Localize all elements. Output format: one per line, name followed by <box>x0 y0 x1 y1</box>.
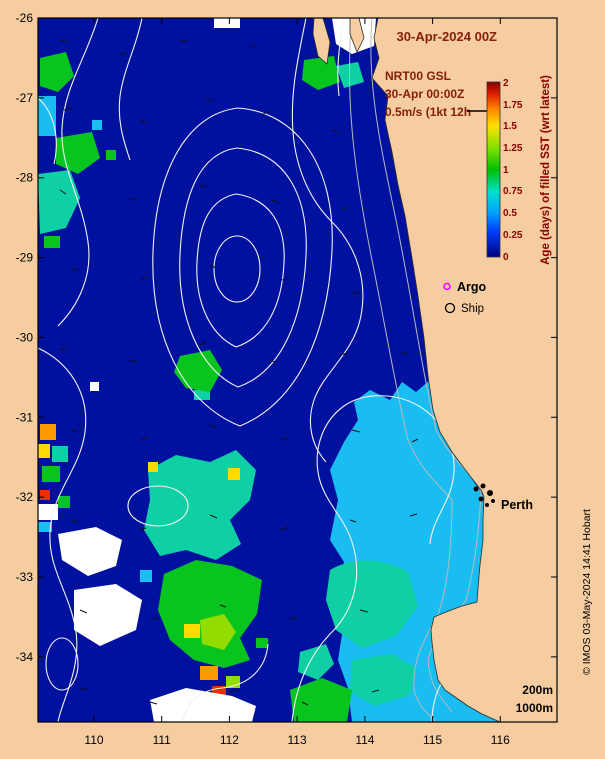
argo-legend-label: Argo <box>457 280 487 294</box>
colorbar-gradient <box>486 81 501 258</box>
land <box>312 18 557 722</box>
x-tick-label: 111 <box>153 733 172 747</box>
patch-group-age-1-green <box>40 52 352 722</box>
depth-label-1000m: 1000m <box>516 701 553 715</box>
map-plot <box>38 18 557 722</box>
x-axis-labels: 110 111 112 113 114 115 116 <box>84 733 510 747</box>
ship-observation-dots <box>473 483 495 507</box>
x-tick-label: 113 <box>288 733 307 747</box>
ship-marker-icon <box>444 302 456 314</box>
y-tick-label: -31 <box>16 410 34 424</box>
patch-group-age-1.5-yellow <box>38 444 240 638</box>
y-tick-label: -26 <box>16 11 34 25</box>
observation-legend: Argo Ship <box>443 280 487 315</box>
velocity-scale-label: 0.5m/s (1kt 12h <box>385 105 471 119</box>
colorbar-tick: 0.5 <box>503 208 517 219</box>
copyright-text: © IMOS 03-May-2024 14:41 Hobart <box>581 509 593 675</box>
model-time-label: 30-Apr 00:00Z <box>385 87 464 101</box>
y-tick-label: -32 <box>16 490 34 504</box>
y-tick-label: -30 <box>16 330 34 344</box>
patch-group-age-1.75-orange <box>40 424 218 680</box>
colorbar-tick: 1 <box>503 165 509 176</box>
perth-place-label: Perth <box>501 498 533 512</box>
x-tick-label: 114 <box>355 733 374 747</box>
model-legend: NRT00 GSL 30-Apr 00:00Z 0.5m/s (1kt 12h <box>385 69 499 119</box>
patch-group-age-0.75-teal <box>38 62 418 706</box>
sea-level-contours <box>38 18 487 722</box>
y-tick-label: -34 <box>16 650 34 664</box>
ship-legend-label: Ship <box>461 303 484 315</box>
colorbar-tick-labels: 2 1.75 1.5 1.25 1 0.75 0.5 0.25 0 <box>503 78 523 263</box>
colorbar-tick: 1.75 <box>503 100 523 111</box>
x-tick-label: 110 <box>84 733 103 747</box>
colorbar-tick: 0.25 <box>503 230 523 241</box>
colorbar-axis-label: Age (days) of filled SST (wrt latest) <box>540 75 552 265</box>
mainland-coastline <box>371 18 557 722</box>
dirk-hartog-island <box>312 18 331 65</box>
date-title: 30-Apr-2024 00Z <box>397 29 497 44</box>
colorbar-tick: 0 <box>503 252 509 263</box>
x-tick-label: 116 <box>491 733 510 747</box>
y-tick-label: -28 <box>16 171 34 185</box>
colorbar-tick: 2 <box>503 78 509 89</box>
sst-age-patches <box>38 18 500 722</box>
axis-tick-marks <box>38 17 557 722</box>
y-tick-label: -33 <box>16 570 34 584</box>
depth-label-200m: 200m <box>522 683 553 697</box>
argo-marker-icon <box>443 282 451 291</box>
peron-peninsula <box>349 18 365 53</box>
colorbar-tick: 0.75 <box>503 186 523 197</box>
model-name-label: NRT00 GSL <box>385 69 451 83</box>
colorbar: 2 1.75 1.5 1.25 1 0.75 0.5 0.25 0 Age (d… <box>486 75 552 265</box>
colorbar-tick: 1.25 <box>503 143 523 154</box>
y-tick-label: -29 <box>16 251 34 265</box>
x-tick-label: 112 <box>220 733 239 747</box>
y-axis-labels: -26 -27 -28 -29 -30 -31 -32 -33 -34 <box>16 11 34 664</box>
x-tick-label: 115 <box>423 733 442 747</box>
y-tick-label: -27 <box>16 91 34 105</box>
colorbar-tick: 1.5 <box>503 121 517 132</box>
velocity-arrows <box>59 39 419 706</box>
